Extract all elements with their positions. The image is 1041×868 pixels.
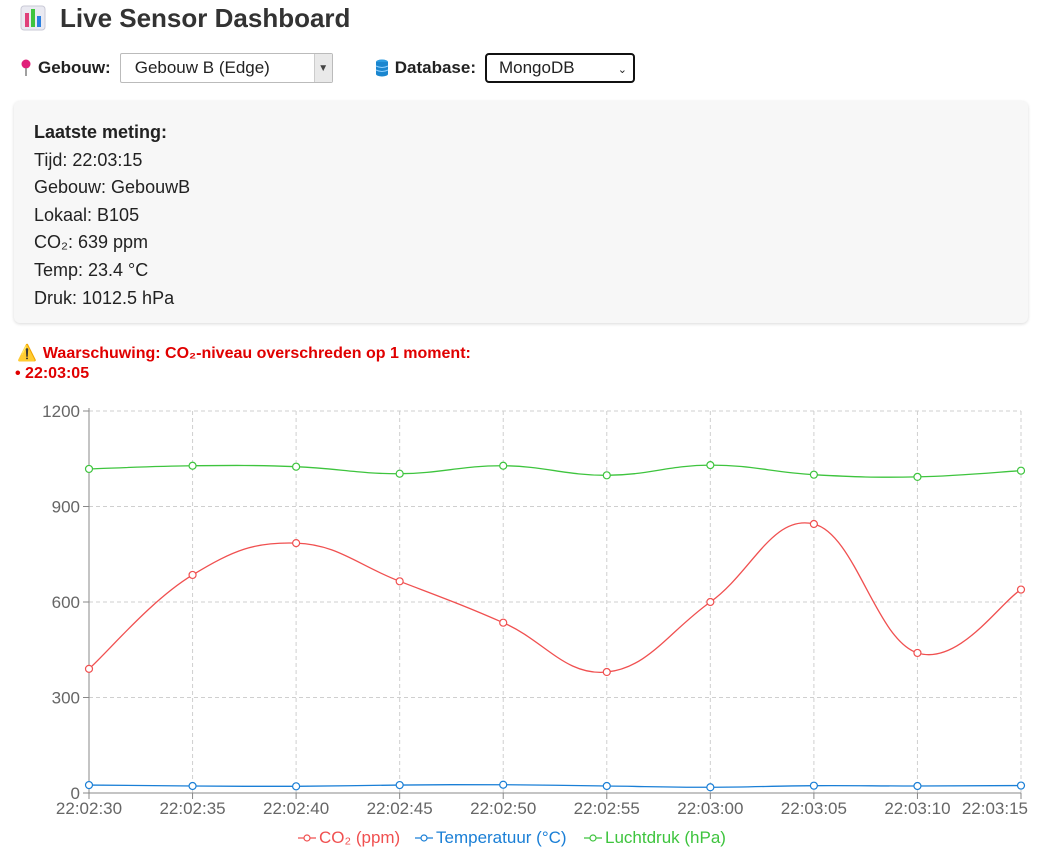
data-point <box>706 461 715 470</box>
latest-pressure: Druk: 1012.5 hPa <box>34 287 175 308</box>
legend-symbol-icon <box>298 834 316 842</box>
latest-measurement-card: Laatste meting: Tijd: 22:03:15 Gebouw: G… <box>14 101 1028 323</box>
data-point <box>292 462 301 471</box>
legend-item[interactable]: Luchtdruk (hPa) <box>584 828 726 848</box>
series-line <box>88 783 1022 788</box>
data-point <box>809 781 818 790</box>
x-tick-label: 22:02:55 <box>574 799 640 818</box>
x-tick-label: 22:03:10 <box>884 799 950 818</box>
legend-label: Temperatuur (°C) <box>436 828 567 847</box>
data-point <box>499 780 508 789</box>
latest-building: Gebouw: GebouwB <box>34 177 191 198</box>
data-point <box>84 464 94 474</box>
data-point <box>602 667 611 677</box>
data-point <box>188 570 197 580</box>
data-point <box>499 461 508 470</box>
bar-chart-icon <box>20 5 46 31</box>
legend-item[interactable]: Temperatuur (°C) <box>415 828 567 848</box>
x-tick-label: 22:03:00 <box>677 799 743 818</box>
pushpin-icon <box>21 59 31 76</box>
data-point <box>1016 781 1026 790</box>
data-point <box>809 519 818 529</box>
data-point <box>292 539 301 548</box>
warning-text: Waarschuwing: CO₂-niveau overschreden op… <box>42 345 471 362</box>
sensor-line-chart: 0 300 600 900 1200 22:02:30 22:02:35 22:02:40 22… <box>42 402 1028 818</box>
co2-warning: ⚠️ Waarschuwing: CO₂-niveau overschreden … <box>15 344 471 384</box>
data-point <box>395 577 404 586</box>
latest-temp: Temp: 23.4 °C <box>34 259 149 280</box>
y-tick-label: 0 <box>71 784 80 803</box>
legend-symbol-icon <box>584 834 602 842</box>
data-point <box>188 461 197 470</box>
y-tick-label: 600 <box>52 593 80 612</box>
data-point <box>602 781 611 791</box>
database-select-value: MongoDB <box>498 58 575 77</box>
warning-item: • 22:03:05 <box>15 365 90 382</box>
x-tick-label: 22:02:50 <box>470 799 536 818</box>
page-title: Live Sensor Dashboard <box>60 2 351 33</box>
data-point <box>1016 585 1026 594</box>
legend-symbol-icon <box>415 834 433 842</box>
x-tick-label: 22:03:05 <box>781 799 847 818</box>
data-point <box>292 782 301 791</box>
database-label: Database: <box>375 58 476 78</box>
latest-time: Tijd: 22:03:15 <box>34 149 143 170</box>
x-tick-label: 22:02:45 <box>367 799 433 818</box>
series-line <box>88 464 1022 478</box>
data-point <box>913 648 922 658</box>
data-point <box>499 618 508 627</box>
chevron-down-icon[interactable]: ▼ <box>313 54 332 82</box>
data-point <box>395 780 404 790</box>
database-select[interactable]: MongoDB ⌄ <box>484 53 635 83</box>
page-header: Live Sensor Dashboard <box>20 2 350 34</box>
data-point <box>395 469 404 478</box>
y-tick-label: 300 <box>52 689 80 708</box>
y-tick-label: 900 <box>52 498 80 517</box>
filter-controls: Gebouw: Gebouw B (Edge) ▼ Database: Mong… <box>20 52 635 84</box>
data-point <box>706 597 715 607</box>
data-point <box>602 471 611 480</box>
chevron-down-icon: ⌄ <box>617 64 627 76</box>
y-tick-label: 1200 <box>42 402 80 421</box>
warning-icon: ⚠️ <box>17 345 37 362</box>
latest-room: Lokaal: B105 <box>34 204 140 225</box>
data-point <box>913 781 922 791</box>
x-tick-label: 22:02:35 <box>159 799 225 818</box>
legend-label: Luchtdruk (hPa) <box>605 828 726 847</box>
gebouw-select[interactable]: Gebouw B (Edge) ▼ <box>119 53 333 83</box>
data-point <box>913 472 922 481</box>
legend-item[interactable]: CO₂ (ppm) <box>298 828 400 848</box>
gebouw-label: Gebouw: <box>20 58 111 78</box>
data-point <box>84 664 94 673</box>
latest-co2: CO₂: 639 ppm <box>34 232 149 253</box>
x-tick-label: 22:02:30 <box>56 799 122 818</box>
latest-heading: Laatste meting: <box>34 122 168 142</box>
x-tick-label: 22:03:15 <box>962 799 1028 818</box>
legend-label: CO₂ (ppm) <box>319 828 401 847</box>
data-point <box>1016 466 1026 475</box>
data-point <box>188 781 197 791</box>
series-line <box>88 522 1022 673</box>
x-tick-label: 22:02:40 <box>263 799 329 818</box>
gebouw-select-value: Gebouw B (Edge) <box>134 58 270 77</box>
chart-legend: CO₂ (ppm) Temperatuur (°C) Luchtdruk (hPa) <box>0 828 1041 850</box>
data-point <box>84 780 94 790</box>
data-point <box>809 470 818 479</box>
database-icon <box>375 59 388 77</box>
data-point <box>706 783 715 792</box>
